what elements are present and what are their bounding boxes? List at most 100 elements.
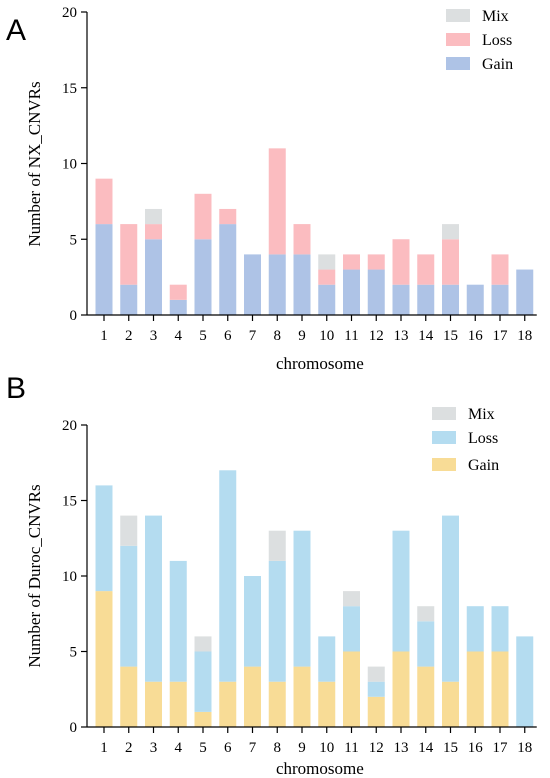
bar-mix-chr-11 [343, 591, 360, 607]
x-tick-label: 15 [443, 740, 458, 756]
bar-gain-chr-14 [417, 284, 435, 315]
bar-loss-chr-12 [367, 254, 385, 270]
legend-swatch-loss [432, 431, 456, 444]
panel-letter: B [6, 372, 26, 405]
bar-loss-chr-7 [244, 576, 261, 667]
legend-label-gain: Gain [468, 457, 499, 474]
x-tick-label: 1 [100, 740, 108, 756]
bar-gain-chr-6 [219, 224, 237, 315]
x-tick-label: 3 [150, 740, 158, 756]
y-tick-label: 5 [70, 645, 78, 661]
legend-label-gain: Gain [482, 56, 513, 73]
bar-loss-chr-18 [516, 636, 534, 727]
panel-letter: A [6, 14, 26, 47]
bar-mix-chr-2 [120, 515, 138, 546]
x-tick-label: 12 [369, 740, 384, 756]
x-tick-label: 8 [274, 740, 282, 756]
bar-gain-chr-12 [367, 269, 385, 315]
bar-gain-chr-3 [145, 239, 162, 315]
bar-gain-chr-16 [466, 284, 484, 315]
bar-gain-chr-13 [392, 284, 410, 315]
y-tick-label: 20 [62, 418, 77, 434]
bar-gain-chr-8 [268, 681, 286, 727]
bar-gain-chr-1 [95, 591, 113, 727]
bar-mix-chr-5 [194, 636, 212, 652]
y-tick-label: 20 [62, 5, 77, 21]
bar-gain-chr-7 [244, 666, 261, 727]
bar-gain-chr-15 [442, 681, 459, 727]
bar-gain-chr-8 [268, 254, 286, 315]
bar-loss-chr-4 [169, 284, 187, 300]
bar-gain-chr-9 [293, 254, 311, 315]
bar-mix-chr-14 [417, 606, 435, 622]
y-tick-label: 15 [62, 494, 77, 510]
bar-loss-chr-13 [392, 239, 410, 285]
x-tick-label: 12 [369, 328, 384, 344]
bar-gain-chr-13 [392, 651, 410, 727]
y-axis-title: Number of Duroc_CNVRs [25, 484, 44, 667]
bar-loss-chr-14 [417, 621, 435, 667]
x-tick-label: 18 [517, 328, 532, 344]
bar-loss-chr-15 [442, 239, 459, 285]
x-tick-label: 16 [468, 740, 484, 756]
bar-gain-chr-2 [120, 666, 138, 727]
y-tick-label: 5 [70, 232, 78, 248]
x-tick-label: 5 [199, 328, 207, 344]
legend-swatch-gain [446, 57, 470, 70]
bar-loss-chr-8 [268, 560, 286, 682]
bar-loss-chr-17 [491, 254, 509, 285]
legend-swatch-mix [432, 407, 456, 420]
bar-loss-chr-5 [194, 651, 212, 712]
x-tick-label: 3 [150, 328, 158, 344]
x-tick-label: 5 [199, 740, 207, 756]
x-tick-label: 14 [418, 328, 434, 344]
x-tick-label: 18 [517, 740, 532, 756]
x-tick-label: 16 [468, 328, 484, 344]
x-tick-label: 9 [298, 740, 306, 756]
bar-gain-chr-18 [516, 269, 534, 315]
bar-loss-chr-11 [343, 254, 360, 270]
bar-gain-chr-7 [244, 254, 261, 315]
x-tick-label: 7 [249, 740, 257, 756]
x-tick-label: 10 [319, 328, 334, 344]
legend-swatch-mix [446, 9, 470, 22]
bar-gain-chr-9 [293, 666, 311, 727]
x-tick-label: 2 [125, 328, 133, 344]
bar-loss-chr-9 [293, 530, 311, 667]
bar-loss-chr-15 [442, 515, 459, 682]
bar-gain-chr-3 [145, 681, 162, 727]
bar-loss-chr-17 [491, 606, 509, 652]
bar-loss-chr-6 [219, 208, 237, 225]
legend-label-mix: Mix [482, 8, 509, 25]
bar-mix-chr-3 [145, 208, 162, 225]
bar-loss-chr-10 [318, 269, 336, 285]
y-tick-label: 0 [70, 720, 78, 736]
bar-loss-chr-3 [145, 515, 162, 682]
bar-gain-chr-10 [318, 681, 336, 727]
bar-loss-chr-6 [219, 470, 237, 682]
bar-gain-chr-6 [219, 681, 237, 727]
bar-loss-chr-14 [417, 254, 435, 285]
bar-mix-chr-15 [442, 224, 459, 240]
bar-loss-chr-10 [318, 636, 336, 682]
x-axis-title: chromosome [276, 759, 364, 778]
y-tick-label: 15 [62, 81, 77, 97]
x-tick-label: 17 [493, 740, 509, 756]
bar-loss-chr-16 [466, 606, 484, 652]
x-tick-label: 11 [344, 740, 358, 756]
bar-loss-chr-5 [194, 193, 212, 240]
bar-gain-chr-2 [120, 284, 138, 315]
x-tick-label: 15 [443, 328, 458, 344]
x-tick-label: 7 [249, 328, 257, 344]
bar-loss-chr-11 [343, 606, 360, 652]
bar-gain-chr-1 [95, 224, 113, 315]
x-tick-label: 13 [394, 328, 409, 344]
bar-loss-chr-1 [95, 178, 113, 225]
x-tick-label: 10 [319, 740, 334, 756]
bar-gain-chr-4 [169, 299, 187, 315]
x-tick-label: 8 [274, 328, 282, 344]
x-tick-label: 1 [100, 328, 108, 344]
